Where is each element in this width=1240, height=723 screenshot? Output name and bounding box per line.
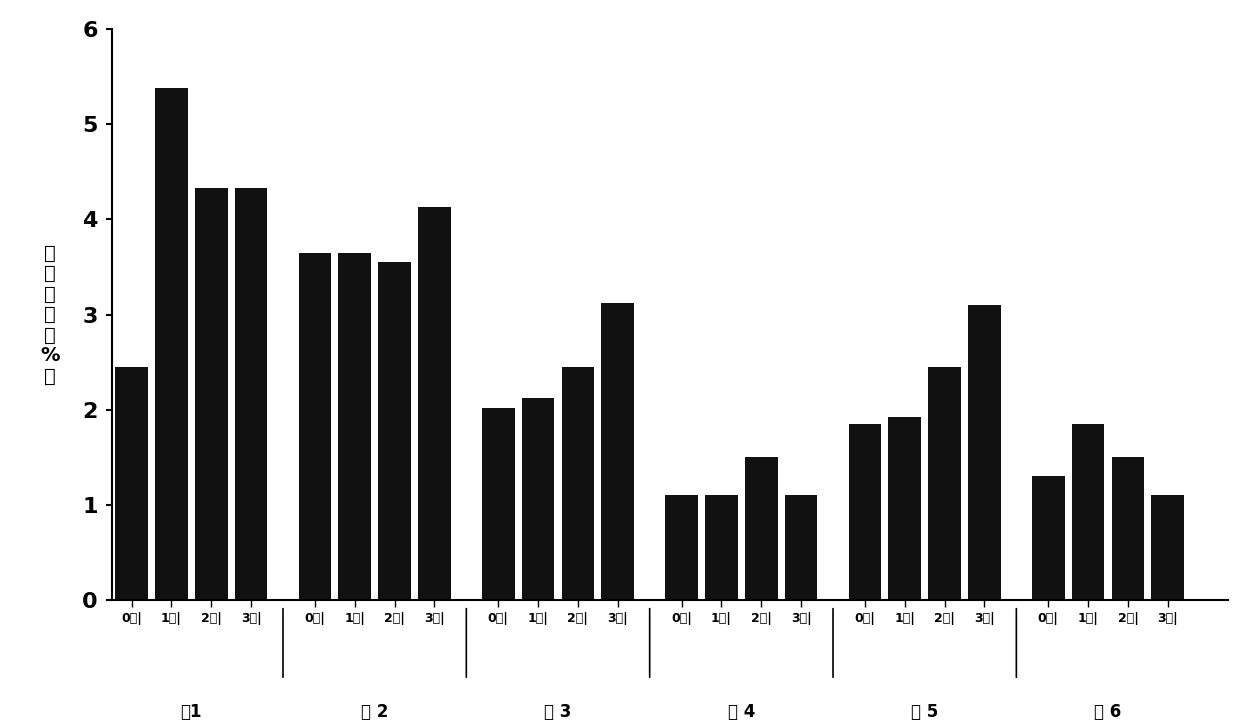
Bar <box>848 424 882 600</box>
Text: 批 4: 批 4 <box>728 703 755 721</box>
Bar <box>888 417 921 600</box>
Text: 批 2: 批 2 <box>361 703 388 721</box>
Bar <box>482 408 515 600</box>
Bar <box>968 305 1001 600</box>
Text: 批1: 批1 <box>181 703 202 721</box>
Bar <box>195 188 228 600</box>
Bar <box>339 252 371 600</box>
Bar <box>1071 424 1105 600</box>
Bar <box>1152 495 1184 600</box>
Bar <box>929 367 961 600</box>
Text: 批 3: 批 3 <box>544 703 572 721</box>
Bar <box>785 495 817 600</box>
Bar <box>522 398 554 600</box>
Bar <box>601 303 634 600</box>
Bar <box>155 88 187 600</box>
Bar <box>562 367 594 600</box>
Bar <box>418 207 451 600</box>
Bar <box>665 495 698 600</box>
Bar <box>299 252 331 600</box>
Bar <box>1111 458 1145 600</box>
Bar <box>706 495 738 600</box>
Bar <box>1032 476 1065 600</box>
Text: 聚
体
含
量
（
%
）: 聚 体 含 量 （ % ） <box>41 244 60 385</box>
Bar <box>115 367 148 600</box>
Text: 批 6: 批 6 <box>1095 703 1122 721</box>
Text: 批 5: 批 5 <box>911 703 939 721</box>
Bar <box>378 262 410 600</box>
Bar <box>745 458 777 600</box>
Bar <box>234 188 268 600</box>
